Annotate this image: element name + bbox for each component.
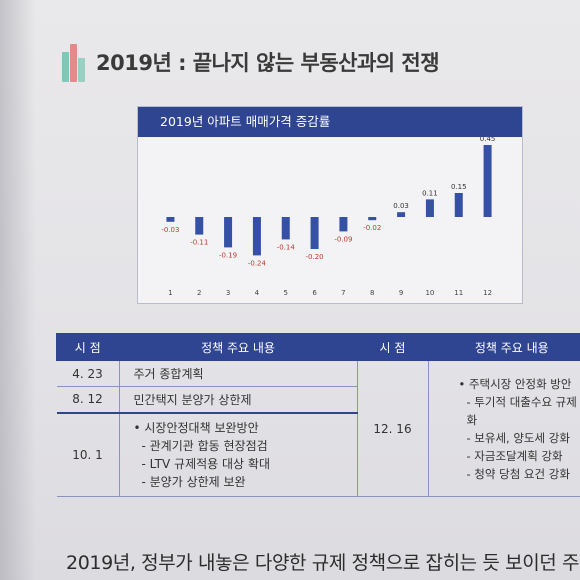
table-row: 8. 12 민간택지 분양가 상한제: [56, 386, 580, 413]
chart-bar: [425, 199, 434, 217]
book-stack-icon: [62, 42, 88, 82]
col-header-date: 시 점: [56, 333, 120, 361]
table-row: 4. 23 주거 종합계획 12. 16 • 주택시장 안정화 방안 - 투기적…: [56, 360, 580, 497]
row-date: 8. 12: [56, 386, 120, 413]
chart-bar: [483, 145, 492, 217]
chart-tick-label: 2: [197, 289, 201, 297]
chart-bar: [224, 217, 233, 248]
chart-bar: [310, 217, 319, 249]
section-heading: 2019년 : 끝나지 않는 부동산과의 전쟁: [62, 42, 440, 82]
chart-data-label: -0.24: [248, 259, 267, 267]
col-header-policy: 정책 주요 내용: [118, 333, 358, 361]
chart-data-label: 0.03: [393, 202, 409, 210]
chart-bar: [281, 217, 290, 240]
chart-data-label: -0.19: [219, 251, 237, 259]
chart-panel: 2019년 아파트 매매가격 증감률 -0.03 1 -0.11 2 -0.19 3 -0.…: [137, 106, 523, 304]
row-policy: 주거 종합계획: [119, 360, 358, 387]
chart-title: 2019년 아파트 매매가격 증감률: [138, 107, 522, 137]
policy-line: - 관계기관 합동 현장점검: [141, 438, 268, 453]
page-gutter-shadow: [0, 0, 36, 580]
row-policy: • 시장안정대책 보완방안 - 관계기관 합동 현장점검 - LTV 규제적용 …: [119, 411, 358, 497]
chart-data-label: -0.14: [277, 243, 296, 251]
chart-tick-label: 9: [399, 289, 403, 297]
table-row: 10. 1 • 시장안정대책 보완방안 - 관계기관 합동 현장점검 - LTV…: [56, 411, 580, 497]
policy-line: - 분양가 상한제 보완: [141, 474, 246, 489]
row-policy-right: • 주택시장 안정화 방안 - 투기적 대출수요 규제 강화 - 보유세, 양도…: [428, 360, 580, 497]
policy-line: - LTV 규제적용 대상 확대: [141, 456, 270, 471]
chart-tick-label: 12: [483, 289, 492, 297]
chart-data-label: -0.03: [161, 226, 179, 234]
chart-bar: [368, 217, 377, 221]
chart-bar: [195, 217, 204, 235]
chart-bar: [339, 217, 348, 232]
chart-tick-label: 5: [284, 289, 288, 297]
policy-table: 시 점 정책 주요 내용 시 점 정책 주요 내용 4. 23 주거 종합계획 …: [56, 333, 580, 497]
chart-bar: [454, 193, 463, 217]
body-paragraph: 2019년, 정부가 내놓은 다양한 규제 정책으로 잡히는 듯 보이던 주택: [66, 552, 580, 574]
chart-data-label: 0.11: [422, 189, 438, 197]
chart-data-label: -0.11: [190, 239, 208, 247]
chart-bar: [166, 217, 175, 222]
chart-bar: [397, 212, 406, 217]
right-line: - 보유세, 양도세 강화: [466, 430, 570, 445]
right-line: - 청약 당첨 요건 강화: [466, 466, 570, 481]
row-date-right: 12. 16: [357, 360, 429, 497]
col-header-policy2: 정책 주요 내용: [427, 333, 580, 361]
chart-tick-label: 7: [341, 289, 345, 297]
col-header-date2: 시 점: [356, 333, 429, 361]
chart-data-label: 0.15: [451, 183, 467, 191]
policy-line: • 시장안정대책 보완방안: [133, 420, 259, 435]
chart-data-label: -0.09: [334, 235, 352, 243]
right-line: • 주택시장 안정화 방안: [458, 376, 572, 391]
section-title: 2019년 : 끝나지 않는 부동산과의 전쟁: [96, 51, 440, 75]
chart-tick-label: 10: [425, 289, 434, 297]
chart-tick-label: 4: [255, 289, 260, 297]
row-policy: 민간택지 분양가 상한제: [119, 386, 358, 413]
chart-tick-label: 6: [312, 289, 317, 297]
chart-tick-label: 3: [226, 289, 230, 297]
row-date: 10. 1: [56, 411, 120, 497]
chart-data-label: 0.45: [480, 137, 496, 143]
right-line: - 자금조달계획 강화: [466, 448, 563, 463]
chart-tick-label: 8: [370, 289, 374, 297]
row-date: 4. 23: [56, 360, 120, 387]
bar-chart: -0.03 1 -0.11 2 -0.19 3 -0.24 4 -0.14 5 -0.20 6 -0.0…: [161, 137, 496, 297]
chart-bar: [252, 217, 261, 256]
chart-data-label: -0.02: [363, 224, 381, 232]
chart-data-label: -0.20: [306, 253, 324, 261]
right-line: - 투기적 대출수요 규제 강화: [466, 394, 580, 427]
chart-tick-label: 11: [454, 289, 463, 297]
chart-tick-label: 1: [168, 289, 172, 297]
